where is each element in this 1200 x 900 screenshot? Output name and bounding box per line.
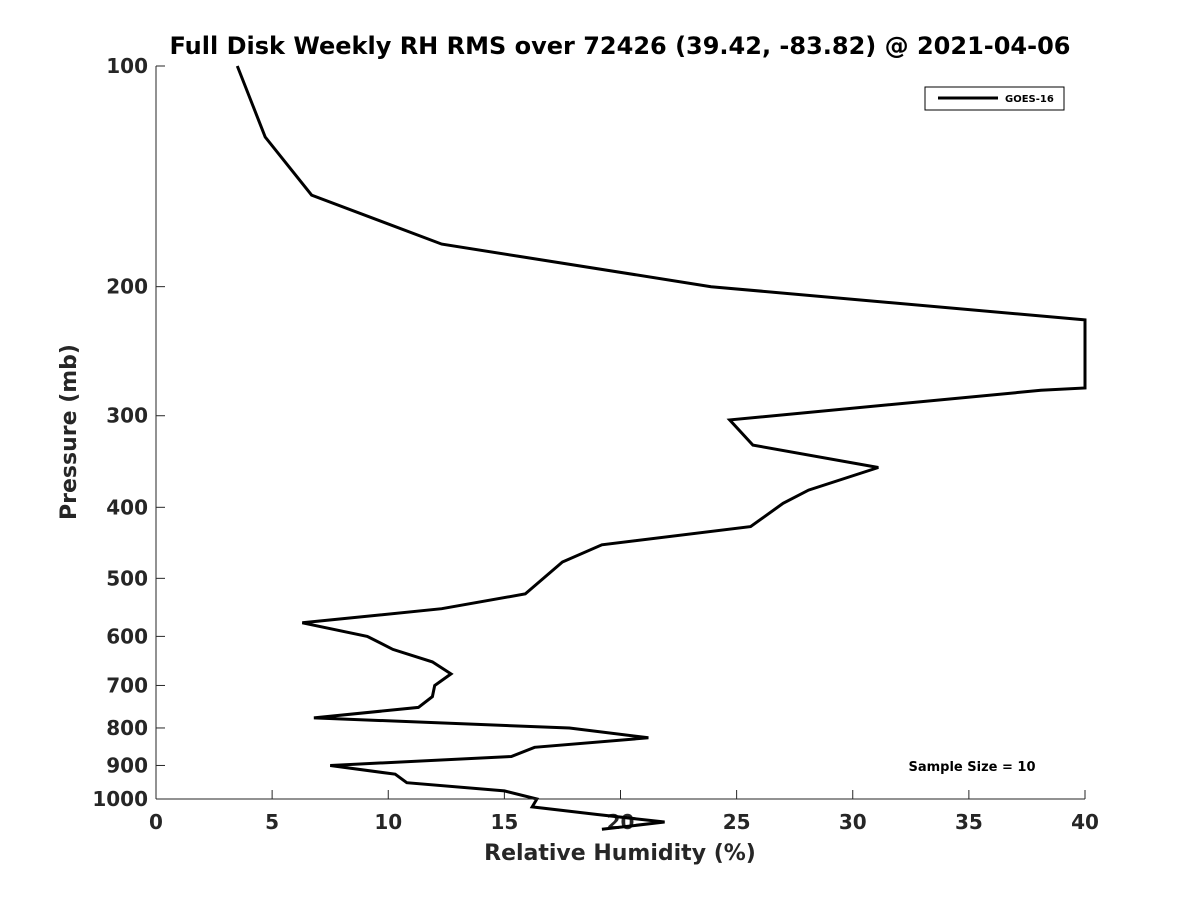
- x-axis-ticks: 0 5 10 15 20 25 30 35 40: [149, 790, 1099, 834]
- y-tick-label: 600: [106, 624, 148, 648]
- y-axis-ticks: 100 200 300 400 500 600 700 800 900 1000: [92, 54, 165, 811]
- y-tick-label: 300: [106, 404, 148, 428]
- chart-title: Full Disk Weekly RH RMS over 72426 (39.4…: [169, 32, 1070, 60]
- y-tick-label: 1000: [92, 787, 148, 811]
- x-tick-label: 25: [723, 810, 751, 834]
- sample-size-annotation: Sample Size = 10: [908, 760, 1035, 775]
- y-tick-label: 900: [106, 753, 148, 777]
- series-line-goes16: [235, 65, 1087, 831]
- y-tick-label: 500: [106, 566, 148, 590]
- y-tick-label: 200: [106, 275, 148, 299]
- x-tick-label: 20: [607, 810, 635, 834]
- legend-label-goes16: GOES-16: [1005, 94, 1054, 105]
- x-tick-label: 5: [265, 810, 279, 834]
- x-tick-label: 0: [149, 810, 163, 834]
- y-tick-label: 100: [106, 54, 148, 78]
- y-axis-label: Pressure (mb): [57, 344, 82, 520]
- legend: GOES-16: [924, 86, 1065, 111]
- x-tick-label: 40: [1071, 810, 1099, 834]
- y-tick-label: 800: [106, 716, 148, 740]
- plot-background: [156, 66, 1085, 799]
- y-tick-label: 400: [106, 495, 148, 519]
- x-axis-label: Relative Humidity (%): [484, 841, 756, 866]
- x-tick-label: 35: [955, 810, 983, 834]
- x-tick-label: 30: [839, 810, 867, 834]
- x-tick-label: 15: [490, 810, 518, 834]
- x-tick-label: 10: [374, 810, 402, 834]
- y-tick-label: 700: [106, 673, 148, 697]
